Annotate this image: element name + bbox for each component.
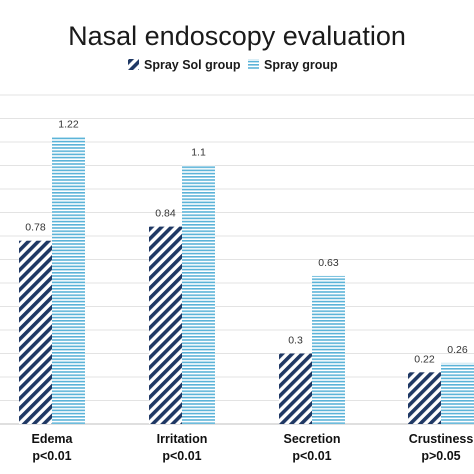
data-label: 0.78 xyxy=(25,222,46,234)
data-label: 0.63 xyxy=(318,257,339,269)
bar xyxy=(52,137,85,425)
bars xyxy=(19,137,474,425)
data-label: 0.3 xyxy=(288,335,303,347)
bar xyxy=(149,226,182,424)
legend-swatch xyxy=(248,59,259,70)
category-labels: Edema p<0.01 Irritation p<0.01 Secretion p<0.… xyxy=(32,432,474,463)
bar xyxy=(441,362,474,424)
category-note: p<0.01 xyxy=(162,449,201,463)
bar xyxy=(19,240,52,424)
bar xyxy=(312,275,345,424)
category-note: p<0.01 xyxy=(32,449,71,463)
bar xyxy=(408,372,441,424)
category-note: p>0.05 xyxy=(421,449,460,463)
data-labels: 0.78 1.22 0.84 1.1 0.3 0.63 0.22 0.26 xyxy=(25,118,468,365)
data-label: 0.22 xyxy=(414,353,435,365)
data-label: 1.22 xyxy=(58,118,79,130)
category-label: Edema xyxy=(32,432,74,446)
data-label: 0.84 xyxy=(155,208,176,220)
legend-item: Spray Sol group xyxy=(128,58,241,72)
legend-swatch xyxy=(128,59,139,70)
chart-title: Nasal endoscopy evaluation xyxy=(68,21,406,51)
legend-label: Spray Sol group xyxy=(144,58,241,72)
legend-label: Spray group xyxy=(264,58,338,72)
category-note: p<0.01 xyxy=(292,449,331,463)
bar xyxy=(182,165,215,424)
legend-item: Spray group xyxy=(248,58,338,72)
data-label: 0.26 xyxy=(447,344,468,356)
legend: Spray Sol group Spray group xyxy=(128,58,338,72)
data-label: 1.1 xyxy=(191,147,206,159)
category-label: Irritation xyxy=(157,432,208,446)
bar xyxy=(279,353,312,424)
category-label: Secretion xyxy=(284,432,341,446)
category-label: Crustiness xyxy=(409,432,474,446)
